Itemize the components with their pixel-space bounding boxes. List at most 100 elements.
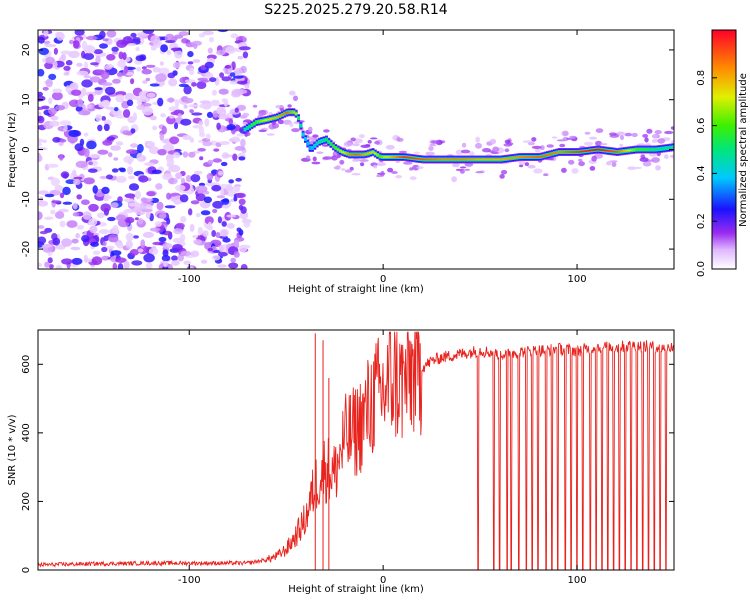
ridge-segment (646, 148, 649, 151)
noise-blob (200, 259, 208, 264)
ridge-segment (287, 111, 291, 113)
halo-blob (412, 164, 420, 171)
noise-blob (178, 83, 189, 88)
halo-blob (644, 137, 649, 143)
ridge-segment (378, 155, 382, 158)
noise-blob (174, 99, 180, 108)
noise-blob (150, 45, 157, 51)
ridge-segment (476, 158, 480, 161)
noise-blob (107, 234, 119, 243)
ridge-segment (657, 148, 661, 150)
noise-blob (132, 235, 139, 239)
halo-blob (375, 162, 386, 167)
noise-blob (38, 225, 45, 229)
noise-blob (43, 30, 49, 37)
noise-blob (150, 35, 161, 44)
noise-blob (103, 197, 109, 202)
noise-blob (233, 251, 240, 258)
noise-blob (173, 152, 181, 159)
ridge-segment (436, 158, 440, 161)
noise-blob (197, 226, 204, 236)
ridge-segment (373, 152, 377, 155)
noise-blob (235, 177, 242, 182)
noise-blob (129, 143, 139, 148)
ridge-segment (446, 158, 449, 161)
halo-blob (258, 110, 266, 116)
ridge-segment (499, 158, 503, 161)
noise-blob (151, 169, 162, 174)
noise-blob (238, 204, 244, 211)
noise-blob (103, 123, 110, 132)
noise-blob (152, 125, 158, 131)
noise-blob (188, 151, 196, 158)
ridge-segment (329, 143, 333, 145)
noise-blob (54, 211, 65, 219)
x-tick-label: 100 (568, 575, 587, 586)
noise-blob (141, 208, 153, 213)
ridge-segment (252, 122, 256, 125)
halo-blob (308, 126, 313, 133)
noise-blob (91, 256, 103, 266)
ridge-segment (508, 157, 512, 160)
noise-blob (210, 101, 221, 107)
ridge-segment (350, 153, 354, 156)
ridge-segment (443, 158, 447, 161)
noise-blob (137, 98, 142, 106)
noise-blob (38, 211, 43, 221)
noise-blob (226, 223, 235, 229)
ridge-segment (527, 156, 531, 158)
halo-blob (657, 138, 666, 144)
ridge-segment (406, 156, 410, 159)
noise-blob (62, 201, 73, 205)
noise-blob (38, 153, 42, 162)
noise-blob (145, 262, 153, 269)
noise-blob (180, 216, 187, 223)
noise-blob (146, 191, 156, 197)
ridge-segment (585, 150, 589, 152)
noise-blob (38, 47, 49, 56)
halo-blob (589, 136, 597, 140)
ridge-segment (266, 118, 270, 121)
halo-blob (387, 167, 394, 173)
noise-blob (235, 185, 241, 193)
noise-blob (87, 93, 94, 102)
noise-blob (66, 220, 78, 228)
noise-blob (131, 260, 143, 266)
halo-blob (561, 167, 567, 173)
ridge-segment (536, 156, 540, 158)
noise-blob (195, 212, 201, 218)
noise-blob (48, 107, 57, 115)
noise-blobs (38, 30, 674, 269)
noise-blob (196, 81, 207, 89)
ridge-segment (636, 148, 640, 151)
noise-blob (237, 55, 244, 60)
ridge-segment (573, 151, 577, 153)
noise-blob (192, 59, 201, 63)
noise-blob (240, 138, 246, 148)
halo-blob (504, 148, 510, 153)
ridge-segment (639, 148, 642, 151)
halo-blob (595, 128, 604, 134)
noise-blob (51, 200, 62, 204)
noise-blob (76, 194, 82, 200)
noise-blob (238, 156, 246, 161)
noise-blob (136, 152, 144, 161)
noise-blob (130, 78, 135, 85)
noise-blob (142, 231, 154, 238)
noise-blob (101, 186, 110, 194)
noise-blob (55, 264, 63, 269)
ridge-segment (613, 150, 617, 153)
noise-blob (217, 252, 228, 257)
noise-blob (65, 85, 71, 93)
noise-blob (113, 107, 119, 112)
halo-blob (322, 156, 333, 160)
ridge-segment (301, 133, 305, 136)
ridge-segment (618, 150, 622, 153)
noise-blob (128, 175, 135, 180)
ridge-segment (285, 111, 289, 114)
halo-blob (312, 156, 317, 162)
halo-blob (461, 142, 467, 148)
halo-blob (642, 134, 649, 138)
noise-blob (125, 71, 135, 76)
